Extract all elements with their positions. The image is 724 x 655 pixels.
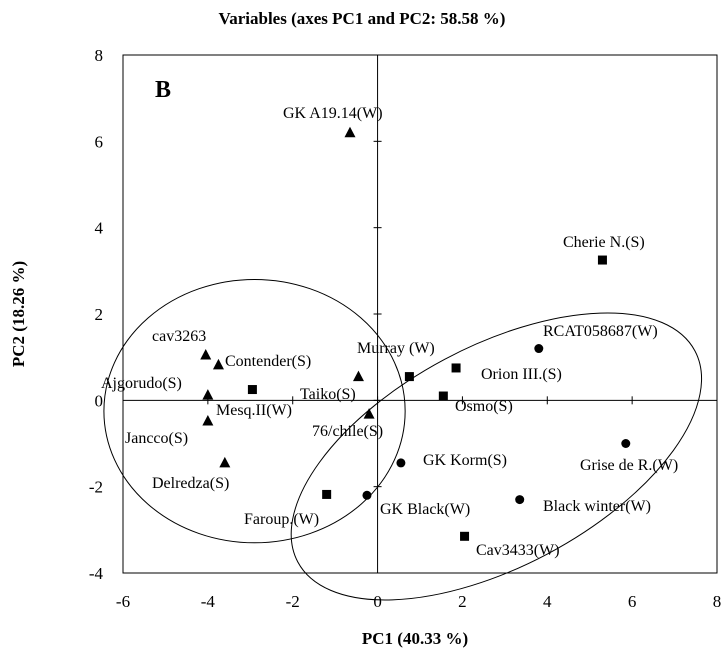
x-tick-label: 4 bbox=[543, 592, 552, 611]
y-tick-label: 0 bbox=[95, 391, 104, 410]
data-points bbox=[200, 126, 631, 541]
y-tick-label: -2 bbox=[89, 478, 103, 497]
point-label: 76/chile(S) bbox=[312, 423, 383, 440]
point-label: Murray (W) bbox=[357, 340, 435, 357]
point-triangle bbox=[212, 358, 224, 370]
x-tick-label: -6 bbox=[116, 592, 130, 611]
point-triangle bbox=[344, 126, 356, 138]
point-label: Mesq.II(W) bbox=[216, 402, 292, 419]
x-tick-label: 8 bbox=[713, 592, 722, 611]
point-circle bbox=[515, 495, 525, 505]
point-label: Cav3433(W) bbox=[476, 542, 560, 559]
point-labels: GK A19.14(W) cav3263 Contender(S) Ajgorudo(… bbox=[101, 105, 678, 559]
point-label: GK Korm(S) bbox=[423, 452, 507, 469]
point-label: Ajgorudo(S) bbox=[101, 375, 182, 392]
point-triangle bbox=[363, 408, 375, 419]
y-ticks: -4 -2 0 2 4 6 8 bbox=[89, 46, 382, 583]
point-square bbox=[597, 255, 607, 265]
point-label: Osmo(S) bbox=[455, 398, 513, 415]
point-triangle bbox=[202, 415, 214, 426]
y-tick-label: 6 bbox=[95, 132, 104, 151]
cluster-ellipse bbox=[103, 278, 406, 544]
point-label: GK A19.14(W) bbox=[283, 105, 383, 122]
point-label: Taiko(S) bbox=[300, 386, 356, 403]
point-circle bbox=[621, 439, 631, 448]
y-tick-label: 4 bbox=[95, 219, 104, 238]
point-label: GK Black(W) bbox=[380, 501, 470, 518]
point-label: Cherie N.(S) bbox=[563, 234, 645, 251]
x-ticks: -6 -4 -2 0 2 4 6 8 bbox=[116, 396, 721, 611]
x-tick-label: 6 bbox=[628, 592, 637, 611]
cluster-ellipse bbox=[290, 312, 703, 601]
point-label: Delredza(S) bbox=[152, 475, 229, 492]
point-square bbox=[460, 531, 470, 541]
point-square bbox=[247, 385, 257, 395]
y-tick-label: 8 bbox=[95, 46, 104, 65]
chart-title: Variables (axes PC1 and PC2: 58.58 %) bbox=[219, 9, 506, 28]
point-triangle bbox=[202, 389, 214, 400]
y-tick-label: 2 bbox=[95, 305, 104, 324]
point-label: Orion III.(S) bbox=[481, 366, 562, 383]
point-label: cav3263 bbox=[152, 328, 206, 345]
x-tick-label: -2 bbox=[286, 592, 300, 611]
point-circle bbox=[534, 344, 544, 354]
point-triangle bbox=[200, 349, 212, 360]
x-tick-label: 0 bbox=[373, 592, 382, 611]
point-circle bbox=[362, 490, 372, 500]
y-tick-label: -4 bbox=[89, 564, 104, 583]
y-axis-title: PC2 (18.26 %) bbox=[9, 261, 28, 367]
point-label: Contender(S) bbox=[225, 353, 311, 370]
point-label: RCAT058687(W) bbox=[543, 323, 658, 340]
point-square bbox=[322, 489, 332, 499]
point-label: Faroup.(W) bbox=[244, 511, 319, 528]
panel-letter: B bbox=[155, 77, 171, 103]
point-circle bbox=[396, 458, 406, 468]
point-square bbox=[451, 363, 461, 373]
point-triangle bbox=[219, 456, 231, 468]
cluster-ellipses bbox=[103, 278, 703, 601]
x-tick-label: -4 bbox=[201, 592, 216, 611]
point-label: Grise de R.(W) bbox=[580, 457, 678, 474]
x-axis-title: PC1 (40.33 %) bbox=[362, 629, 468, 648]
point-square bbox=[438, 391, 448, 401]
point-label: Jancco(S) bbox=[125, 430, 188, 447]
x-tick-label: 2 bbox=[458, 592, 467, 611]
point-triangle bbox=[352, 370, 364, 382]
point-label: Black winter(W) bbox=[543, 498, 651, 515]
point-square bbox=[404, 372, 414, 382]
plot-frame bbox=[122, 54, 718, 574]
